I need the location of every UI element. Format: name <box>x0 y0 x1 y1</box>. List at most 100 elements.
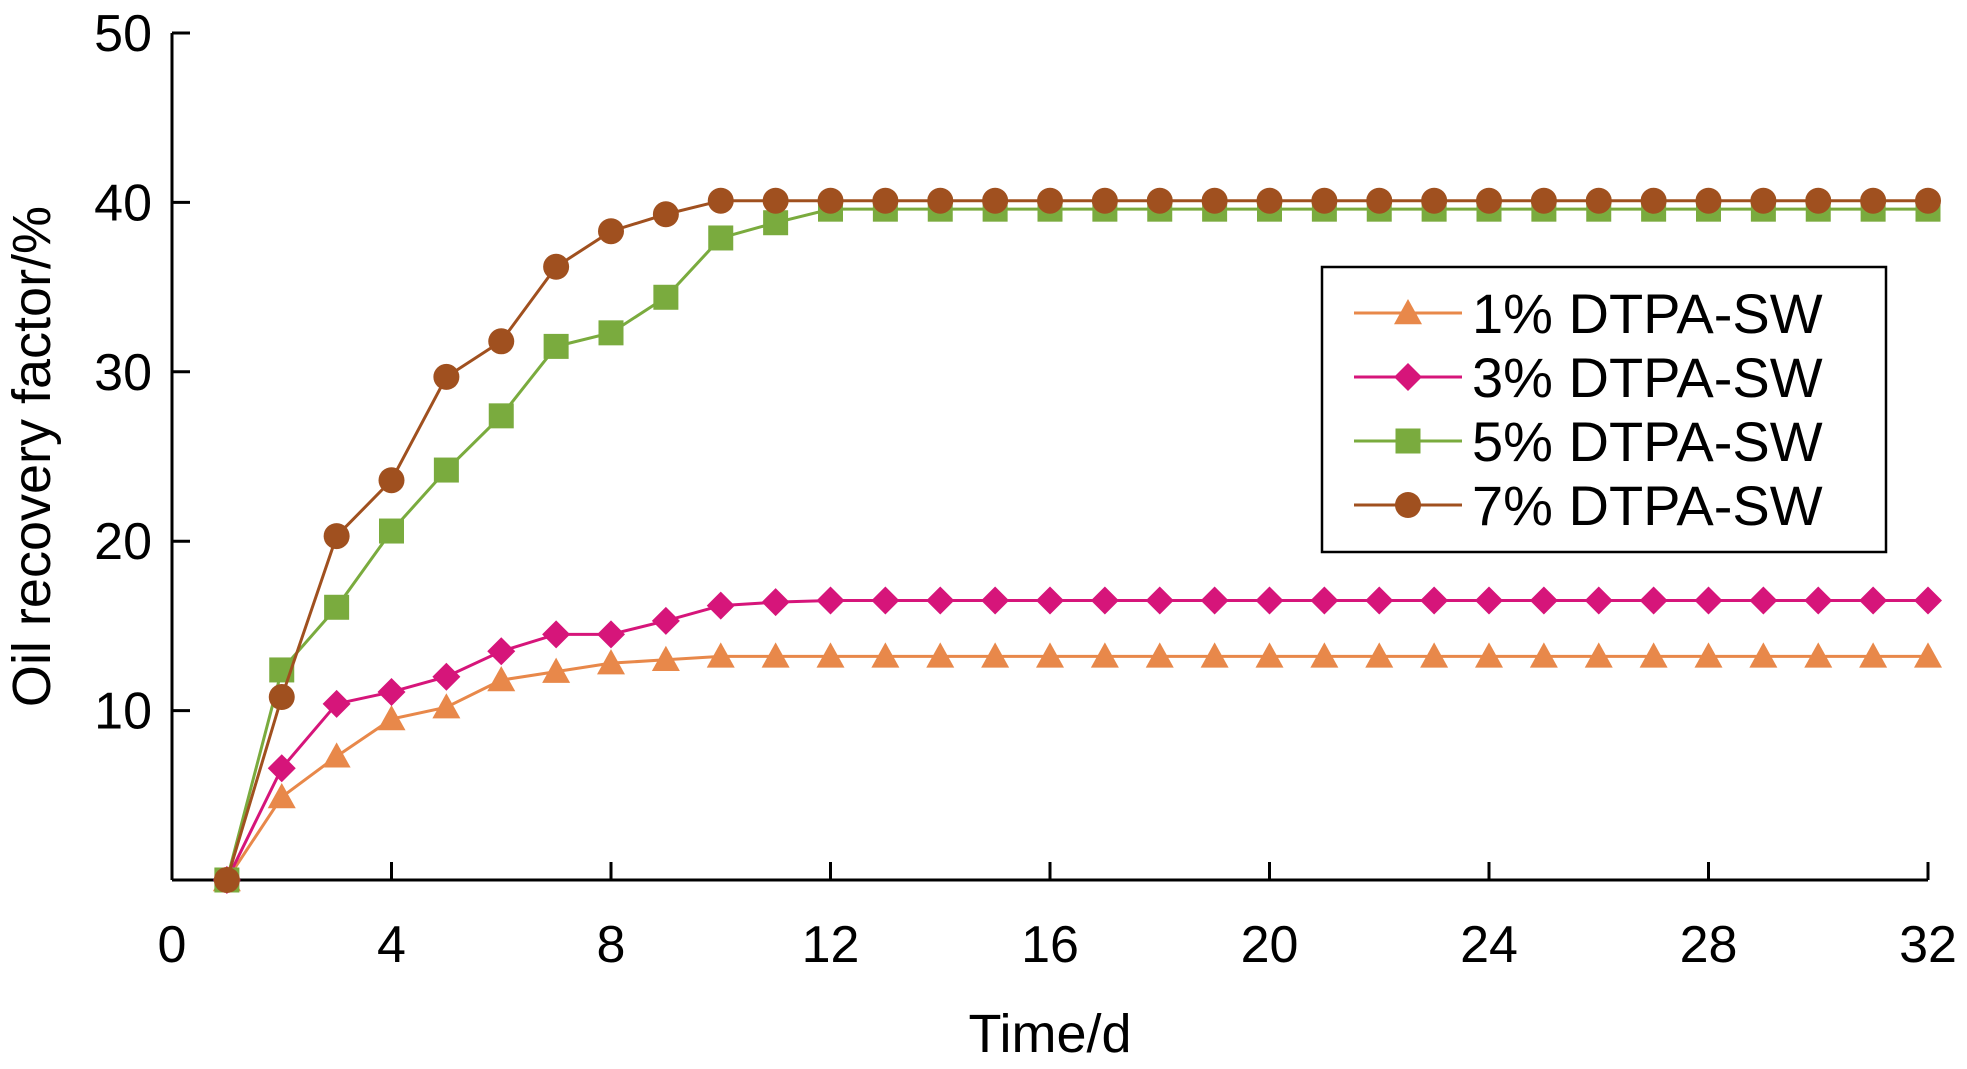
data-point <box>1639 642 1668 668</box>
legend-item: 5% DTPA-SW <box>1354 410 1823 473</box>
data-point <box>982 187 1009 214</box>
data-point <box>651 645 680 671</box>
data-point <box>817 187 844 214</box>
data-point <box>433 363 460 390</box>
data-point <box>981 586 1010 615</box>
data-point <box>1420 642 1449 668</box>
data-point <box>1366 187 1393 214</box>
data-point <box>1090 586 1119 615</box>
data-point <box>1749 642 1778 668</box>
data-point <box>1640 187 1667 214</box>
data-point <box>1804 586 1833 615</box>
data-point <box>1915 187 1941 214</box>
data-point <box>487 637 516 666</box>
data-point <box>1256 187 1283 214</box>
data-point <box>1749 586 1778 615</box>
data-point <box>927 187 954 214</box>
axes: 0 4 8 12 16 20 24 28 32 10 20 30 40 50 <box>94 5 1957 974</box>
data-point <box>1475 642 1503 668</box>
data-point <box>1805 187 1832 214</box>
data-point <box>1914 586 1942 615</box>
data-point <box>543 253 570 280</box>
legend-marker <box>1395 428 1421 454</box>
x-tick-label: 8 <box>597 916 626 974</box>
data-point <box>763 210 789 236</box>
x-tick-label: 0 <box>158 916 187 974</box>
data-point <box>487 666 516 692</box>
data-point <box>1860 187 1887 214</box>
data-point <box>432 662 461 691</box>
data-point <box>1859 586 1888 615</box>
legend: 1% DTPA-SW3% DTPA-SW5% DTPA-SW7% DTPA-SW <box>1320 265 1888 554</box>
x-tick-label: 16 <box>1021 916 1079 974</box>
legend-label: 1% DTPA-SW <box>1472 282 1823 345</box>
data-point <box>1584 586 1613 615</box>
x-axis-title: Time/d <box>968 1004 1131 1064</box>
y-tick-label: 50 <box>94 5 152 63</box>
data-point <box>597 620 625 649</box>
data-point <box>377 677 406 706</box>
data-point <box>1255 642 1284 668</box>
data-point <box>653 284 679 310</box>
data-point <box>1310 642 1339 668</box>
data-point <box>488 328 515 355</box>
data-point <box>1145 586 1174 615</box>
data-point <box>1200 586 1229 615</box>
data-point <box>432 693 461 719</box>
data-point <box>761 642 790 668</box>
data-point <box>872 187 899 214</box>
x-tick-label: 12 <box>802 916 860 974</box>
data-point <box>1036 586 1064 615</box>
data-point <box>651 606 680 635</box>
data-point <box>1420 586 1449 615</box>
legend-label: 3% DTPA-SW <box>1472 346 1823 409</box>
data-point <box>268 684 295 711</box>
data-point <box>267 754 296 783</box>
data-point <box>816 642 845 668</box>
data-point <box>1421 187 1448 214</box>
data-point <box>1529 642 1558 668</box>
data-point <box>762 187 789 214</box>
data-point <box>1694 586 1723 615</box>
x-tick-label: 32 <box>1899 916 1957 974</box>
data-point <box>1200 642 1229 668</box>
data-point <box>1201 187 1228 214</box>
data-point <box>1475 586 1503 615</box>
data-point <box>488 403 514 429</box>
x-tick-label: 20 <box>1241 916 1299 974</box>
data-point <box>926 586 955 615</box>
data-point <box>1036 642 1064 668</box>
y-axis-title: Oil recovery factor/% <box>2 206 62 707</box>
data-point <box>1530 187 1557 214</box>
data-point <box>926 642 955 668</box>
data-point <box>981 642 1010 668</box>
data-point <box>598 320 624 346</box>
data-point <box>1365 642 1394 668</box>
series-layer <box>212 187 1942 894</box>
data-point <box>1585 187 1612 214</box>
series-line <box>225 654 1928 881</box>
legend-item: 7% DTPA-SW <box>1354 474 1823 537</box>
data-point <box>1091 187 1118 214</box>
data-point <box>543 333 569 359</box>
data-point <box>871 586 900 615</box>
series-1 <box>212 642 1942 892</box>
data-point <box>816 586 845 615</box>
y-tick-label: 20 <box>94 513 152 571</box>
data-point <box>652 201 679 228</box>
data-point <box>1750 187 1777 214</box>
data-point <box>322 742 351 768</box>
data-point <box>324 594 350 620</box>
data-point <box>1584 642 1613 668</box>
y-tick-label: 40 <box>94 174 152 232</box>
data-point <box>322 689 351 718</box>
legend-item: 3% DTPA-SW <box>1354 346 1823 409</box>
data-point <box>1694 642 1723 668</box>
series-2 <box>212 586 1942 894</box>
data-point <box>1145 642 1174 668</box>
data-point <box>1037 187 1063 214</box>
series-line <box>225 598 1928 881</box>
data-point <box>542 657 571 683</box>
series-4 <box>213 187 1941 893</box>
data-point <box>1804 642 1833 668</box>
